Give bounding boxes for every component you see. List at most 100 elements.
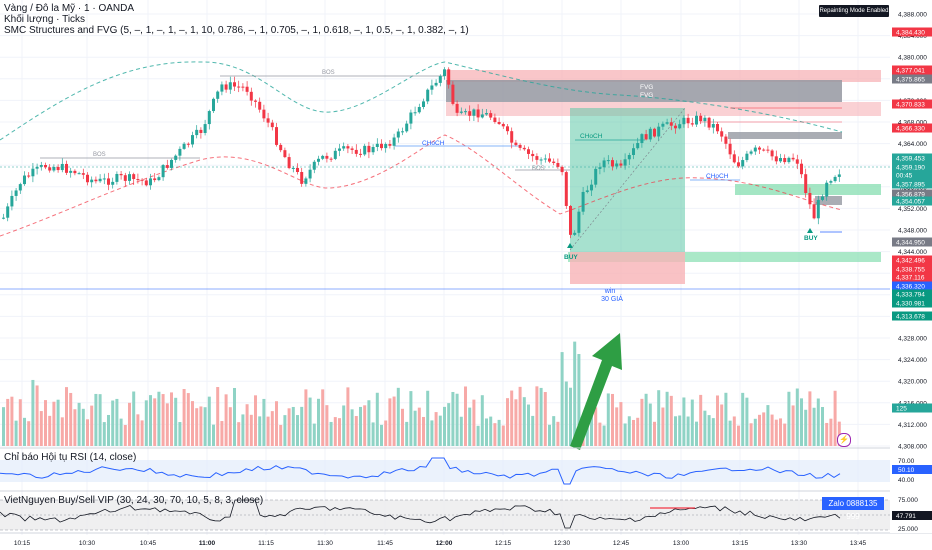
time-tick: 10:45 — [140, 540, 157, 547]
price-label: 4,375.865 — [896, 77, 925, 84]
rsi-title: Chỉ báo Hội tụ RSI (14, close) — [4, 452, 137, 463]
volume-bar — [548, 424, 551, 446]
rsi-band — [0, 460, 890, 482]
volume-bar — [825, 422, 829, 446]
volume-bar — [165, 403, 169, 446]
volume-bar — [186, 393, 190, 446]
candle-body — [296, 167, 299, 172]
candle-body — [825, 182, 829, 197]
price-label-bg — [892, 237, 932, 247]
candle-body — [779, 158, 782, 162]
candle-body — [451, 84, 455, 104]
volume-bar — [539, 387, 543, 446]
candle-body — [501, 123, 505, 127]
volume-bar — [329, 421, 333, 446]
volume-bar — [669, 395, 673, 446]
candle-body — [119, 173, 123, 176]
price-tick: 4,328.000 — [898, 336, 927, 343]
candle-body — [695, 115, 698, 125]
candle-body — [422, 101, 425, 107]
price-label-bg — [892, 311, 932, 321]
ob-zone-grey-2 — [815, 196, 842, 205]
volume-bar — [258, 416, 262, 446]
candle-body — [10, 195, 14, 207]
volume-bar — [203, 407, 207, 446]
volume-bar — [291, 406, 295, 446]
volume-bar — [342, 405, 346, 446]
volume-bar — [682, 397, 686, 446]
rsi-tick: 70.00 — [898, 458, 915, 465]
candle-body — [766, 149, 770, 151]
candle-body — [258, 101, 262, 110]
choch-label: CHoCH — [422, 140, 445, 147]
bos-label: BOS — [532, 166, 545, 172]
candle-body — [665, 122, 669, 124]
price-label: 125 — [896, 406, 907, 413]
volume-bar — [359, 406, 362, 446]
volume-bar — [405, 421, 409, 446]
volume-bar — [233, 387, 236, 446]
volume-bar — [199, 406, 203, 446]
candle-body — [711, 124, 715, 128]
rsi-line — [0, 457, 841, 485]
candle-body — [413, 112, 417, 114]
volume-bar — [321, 389, 325, 446]
candle-body — [98, 178, 102, 182]
volume-bar — [426, 390, 430, 446]
price-label-bg — [892, 153, 932, 163]
lightning-icon[interactable]: ⚡ — [837, 433, 851, 447]
candle-body — [812, 204, 816, 219]
indicator-title: SMC Structures and FVG (5, –, 1, –, 1, –… — [4, 25, 469, 36]
volume-bar — [485, 418, 488, 446]
volume-bar — [65, 387, 68, 446]
candle-body — [23, 175, 26, 185]
candle-body — [245, 86, 249, 92]
candle-body — [510, 131, 514, 143]
volume-bar — [812, 407, 816, 446]
volume-bar — [60, 417, 64, 446]
volume-bar — [711, 418, 715, 446]
fvg-label: FVG — [640, 92, 653, 99]
volume-bar — [157, 391, 161, 446]
volume-bar — [527, 404, 530, 446]
volume-bar — [317, 398, 320, 446]
volume-bar — [44, 400, 47, 446]
candle-body — [640, 134, 644, 144]
candle-body — [220, 84, 224, 92]
price-label: 4,337.116 — [896, 275, 925, 282]
volume-bar — [396, 387, 400, 446]
candle-body — [783, 158, 787, 163]
candle-body — [157, 177, 161, 181]
candle-body — [409, 112, 413, 124]
volume-bar — [816, 398, 820, 446]
rsi-value-bg — [892, 465, 932, 474]
price-label-bg — [892, 403, 932, 413]
buy-label: BUY — [804, 235, 818, 242]
candle-body — [333, 150, 337, 159]
candle-body — [627, 155, 631, 160]
volume-bar — [300, 406, 304, 446]
volume-bar — [363, 405, 367, 446]
volume-bar — [564, 381, 568, 446]
volume-bar — [443, 406, 446, 446]
candle-body — [573, 232, 577, 235]
candle-body — [291, 167, 295, 169]
volume-bar — [325, 405, 329, 446]
volume-bar — [724, 392, 728, 446]
envelope-upper — [0, 61, 843, 141]
price-tick: 4,352.000 — [898, 206, 927, 213]
candle-body — [522, 147, 526, 150]
candle-body — [539, 159, 543, 161]
volume-bar — [346, 387, 350, 446]
volume-bar — [14, 420, 18, 446]
candle-body — [535, 156, 539, 160]
volume-bar — [741, 392, 745, 446]
candle-body — [237, 86, 241, 88]
candle-body — [329, 158, 333, 160]
time-tick: 13:30 — [791, 540, 808, 547]
price-label-bg — [892, 27, 932, 37]
candle-body — [312, 161, 316, 170]
volume-bar — [447, 403, 451, 446]
candle-body — [35, 166, 39, 169]
